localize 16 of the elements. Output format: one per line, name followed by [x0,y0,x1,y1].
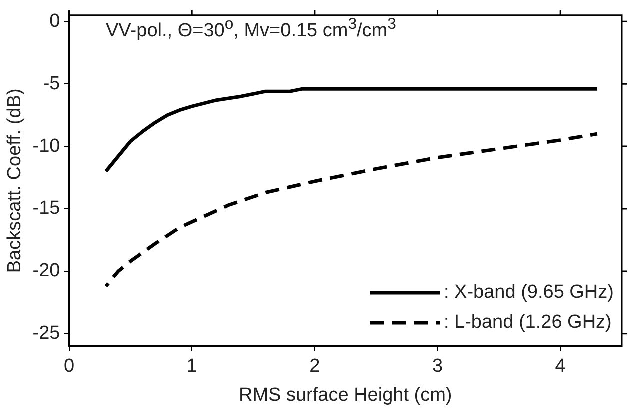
y-tick-label: 0 [50,10,60,32]
y-tick-label: -10 [32,136,60,157]
x-tick-label: 2 [310,356,320,378]
x-tick-label: 4 [555,356,566,378]
y-axis-title: Backscatt. Coeff. (dB) [4,88,26,274]
annotation: VV-pol., Θ=30$^{o}$, Mv=0.15 cm$^{3}$/cm$^{3}$ [106,16,396,42]
x-tick-label: 0 [64,356,75,378]
legend-label: : X-band (9.65 GHz) [444,282,614,304]
y-tick-label: -5 [43,73,60,94]
x-tick-label: 3 [432,356,444,378]
legend-label: : L-band (1.26 GHz) [444,312,612,334]
x-axis-title: RMS surface Height (cm) [238,384,452,406]
y-tick-label: -20 [32,260,60,282]
y-tick-label: -15 [32,198,60,220]
x-tick-label: 1 [186,356,198,378]
y-tick-label: -25 [32,323,60,344]
